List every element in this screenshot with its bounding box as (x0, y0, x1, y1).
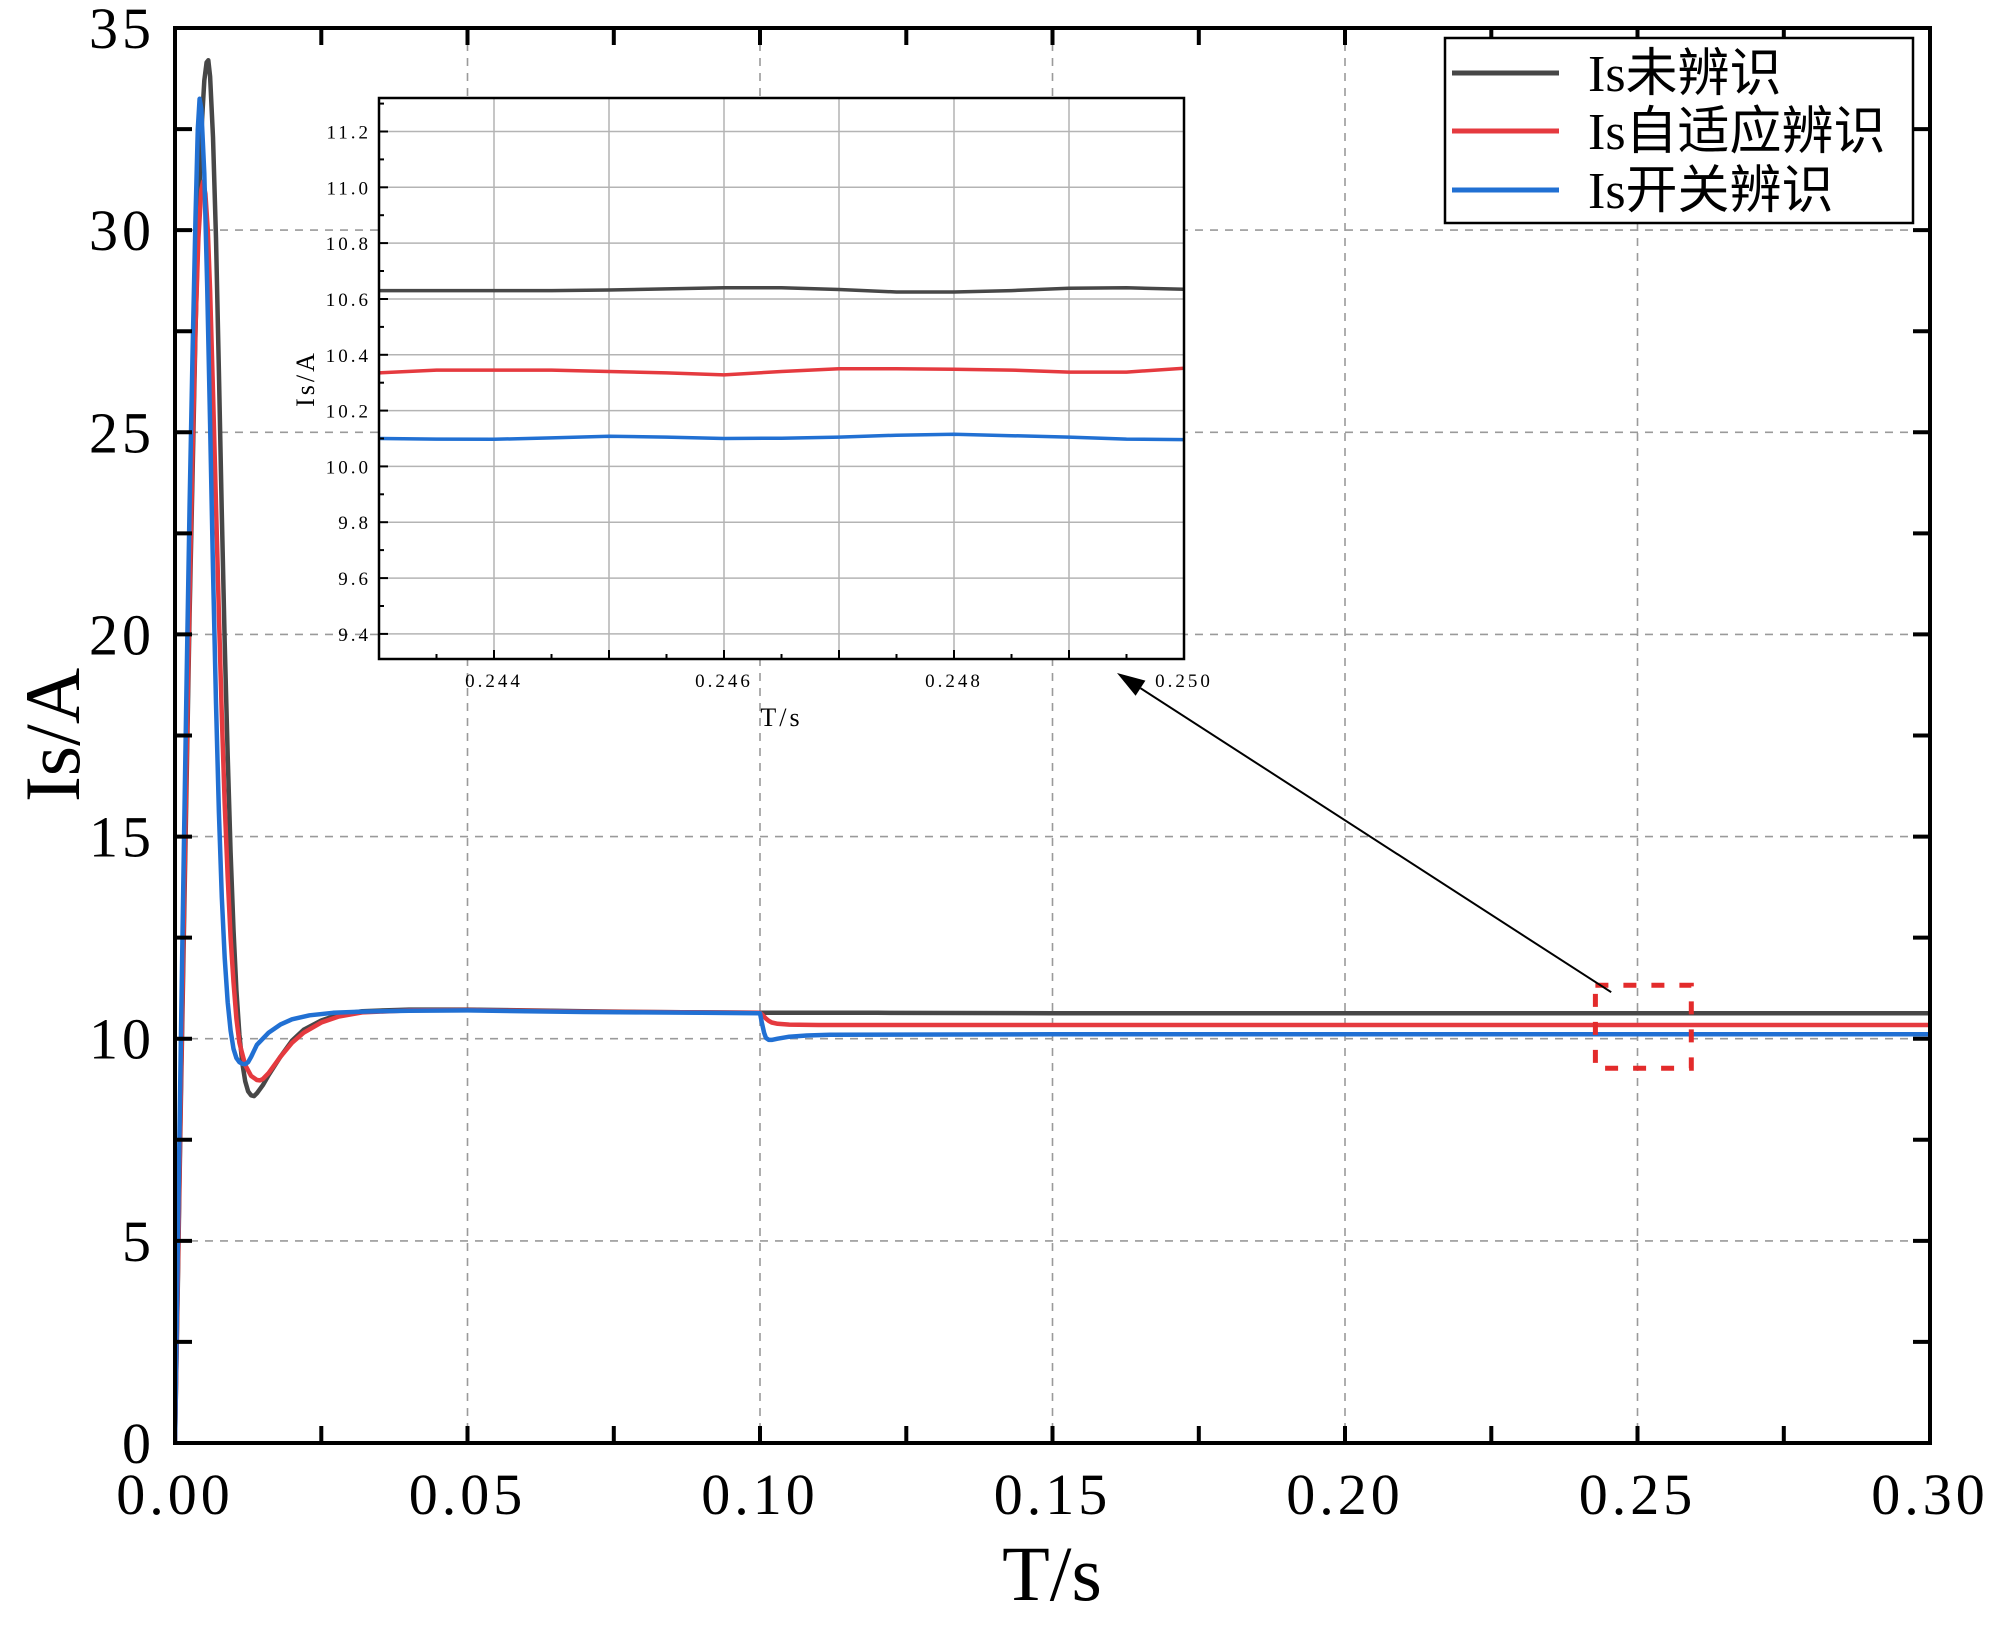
inset-y-tick-label: 10.6 (326, 290, 371, 311)
x-tick-label: 0.20 (1286, 1462, 1404, 1527)
x-tick-label: 0.15 (994, 1462, 1112, 1527)
legend-label: Is未辨识 (1588, 46, 1782, 103)
arrow-line (1139, 687, 1612, 994)
y-tick-label: 15 (89, 805, 155, 870)
inset-y-tick-label: 9.8 (338, 513, 371, 534)
y-tick-label: 20 (89, 602, 155, 667)
x-tick-label: 0.05 (409, 1462, 527, 1527)
x-axis-title: T/s (1002, 1530, 1102, 1617)
main-plot-lines (175, 58, 1930, 1443)
y-axis-title: Is/A (9, 668, 96, 802)
series-line-switching (175, 96, 1930, 1443)
y-tick-label: 25 (89, 400, 155, 465)
inset-series-line-adaptive (379, 366, 1184, 377)
legend-label: Is开关辨识 (1588, 163, 1834, 220)
inset-chart: 0.244 0.246 0.248 0.250 9.4 9.6 9.8 10.0 10.2 10.… (291, 96, 1213, 732)
y-tick-label: 5 (122, 1209, 155, 1274)
y-tick-label: 30 (89, 198, 155, 263)
zoom-region-box (1592, 982, 1694, 1071)
inset-background (379, 98, 1184, 659)
inset-y-tick-label: 10.8 (326, 234, 371, 255)
main-axes: 0.00 0.05 0.10 0.15 0.20 0.25 0.30 0 5 10 15 20 25 30… (89, 0, 1989, 1527)
arrow-head (1117, 673, 1146, 696)
y-tick-label: 35 (89, 0, 155, 61)
x-tick-label: 0.00 (116, 1462, 234, 1527)
inset-x-axis-title: T/s (760, 703, 802, 732)
inset-plot-lines (379, 286, 1184, 442)
inset-y-tick-label: 9.4 (338, 625, 371, 646)
x-tick-label: 0.30 (1871, 1462, 1989, 1527)
y-tick-label: 0 (122, 1411, 155, 1476)
inset-y-tick-label: 10.0 (326, 457, 371, 478)
inset-y-tick-label: 10.4 (326, 346, 371, 367)
inset-series-line-switching (379, 432, 1184, 442)
x-tick-label: 0.10 (701, 1462, 819, 1527)
legend: Is未辨识 Is自适应辨识 Is开关辨识 (1443, 36, 1915, 225)
zoom-arrow (1117, 673, 1612, 994)
x-tick-label: 0.25 (1579, 1462, 1697, 1527)
inset-series-line-unidentified (379, 286, 1184, 294)
inset-x-tick-label: 0.248 (925, 671, 983, 692)
inset-y-axis-title: Is/A (291, 350, 320, 407)
inset-x-tick-label: 0.246 (695, 671, 753, 692)
y-tick-label: 10 (89, 1007, 155, 1072)
series-line-adaptive (175, 179, 1930, 1443)
legend-label: Is自适应辨识 (1588, 104, 1886, 161)
zoom-annotation (1592, 982, 1694, 1071)
inset-y-tick-label: 11.0 (326, 178, 371, 199)
inset-y-tick-label: 11.2 (326, 123, 371, 144)
inset-y-tick-label: 9.6 (338, 569, 371, 590)
inset-y-tick-label: 10.2 (326, 402, 371, 423)
inset-x-tick-label: 0.250 (1155, 671, 1213, 692)
inset-x-tick-label: 0.244 (465, 671, 523, 692)
